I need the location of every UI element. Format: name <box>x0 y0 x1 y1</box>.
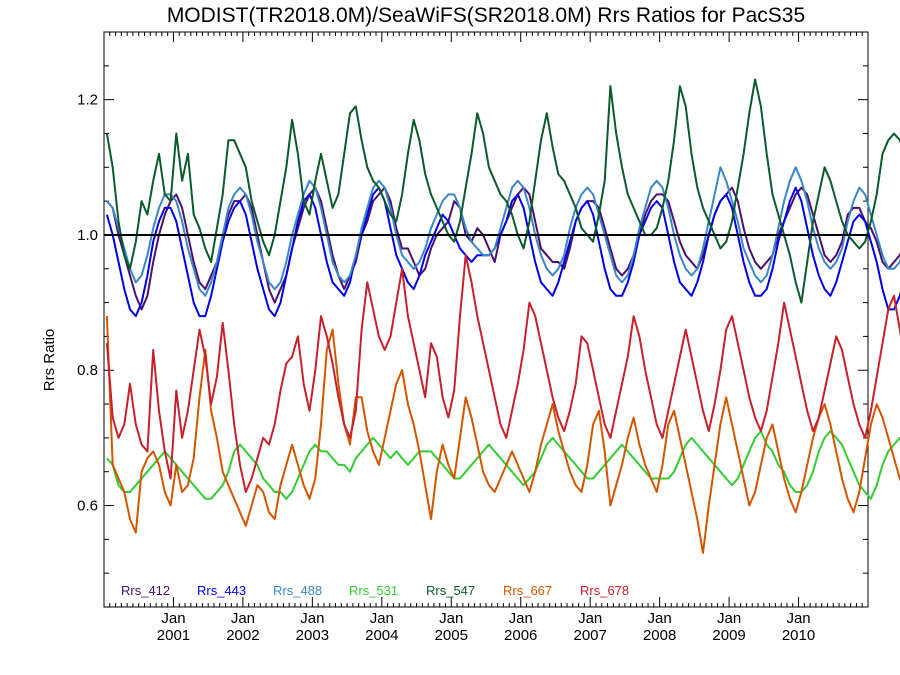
legend-item-rrs-488: Rrs_488 <box>273 583 322 598</box>
x-tick-label-year: 2003 <box>296 627 329 644</box>
series-line-rrs-667 <box>105 316 900 554</box>
x-tick-label-year: 2004 <box>365 627 398 644</box>
x-tick-label-month: Jan <box>231 610 255 627</box>
series-line-rrs-547 <box>105 78 900 304</box>
y-axis-label: Rrs Ratio <box>41 329 58 392</box>
series-line-rrs-531 <box>106 430 900 500</box>
x-tick-label-month: Jan <box>578 610 602 627</box>
x-tick-label-month: Jan <box>300 610 324 627</box>
x-tick-label-year: 2005 <box>435 627 468 644</box>
legend-item-rrs-531: Rrs_531 <box>349 583 398 598</box>
x-tick-label-year: 2010 <box>782 627 815 644</box>
x-tick-label-year: 2006 <box>504 627 537 644</box>
y-tick-label: 0.8 <box>77 362 98 379</box>
plot-area: 0.60.81.01.2Jan2001Jan2002Jan2003Jan2004… <box>77 31 900 644</box>
series-line-rrs-412 <box>106 186 900 311</box>
legend-item-rrs-443: Rrs_443 <box>197 583 246 598</box>
legend-item-rrs-667: Rrs_667 <box>503 583 552 598</box>
x-tick-label-year: 2002 <box>226 627 259 644</box>
series-line-rrs-678 <box>105 254 900 493</box>
x-tick-label-month: Jan <box>786 610 810 627</box>
series-line-rrs-488 <box>106 166 900 297</box>
x-tick-label-month: Jan <box>509 610 533 627</box>
x-tick-label-month: Jan <box>161 610 185 627</box>
x-tick-label-year: 2009 <box>712 627 745 644</box>
x-tick-label-month: Jan <box>439 610 463 627</box>
x-tick-label-month: Jan <box>370 610 394 627</box>
plot-frame <box>103 31 869 608</box>
y-tick-label: 0.6 <box>77 498 98 515</box>
y-tick-label: 1.2 <box>77 92 98 109</box>
chart-title: MODIST(TR2018.0M)/SeaWiFS(SR2018.0M) Rrs… <box>167 4 805 27</box>
x-tick-label-month: Jan <box>648 610 672 627</box>
x-tick-label-year: 2001 <box>157 627 190 644</box>
x-tick-label-month: Jan <box>717 610 741 627</box>
legend-item-rrs-547: Rrs_547 <box>426 583 475 598</box>
series-line-rrs-443 <box>105 186 900 318</box>
x-tick-label-year: 2008 <box>643 627 676 644</box>
y-tick-label: 1.0 <box>77 227 98 244</box>
legend-item-rrs-678: Rrs_678 <box>580 583 629 598</box>
legend-item-rrs-412: Rrs_412 <box>121 583 170 598</box>
x-tick-label-year: 2007 <box>573 627 606 644</box>
